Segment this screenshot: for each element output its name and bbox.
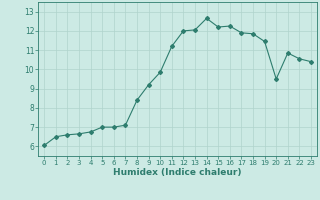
X-axis label: Humidex (Indice chaleur): Humidex (Indice chaleur) bbox=[113, 168, 242, 177]
